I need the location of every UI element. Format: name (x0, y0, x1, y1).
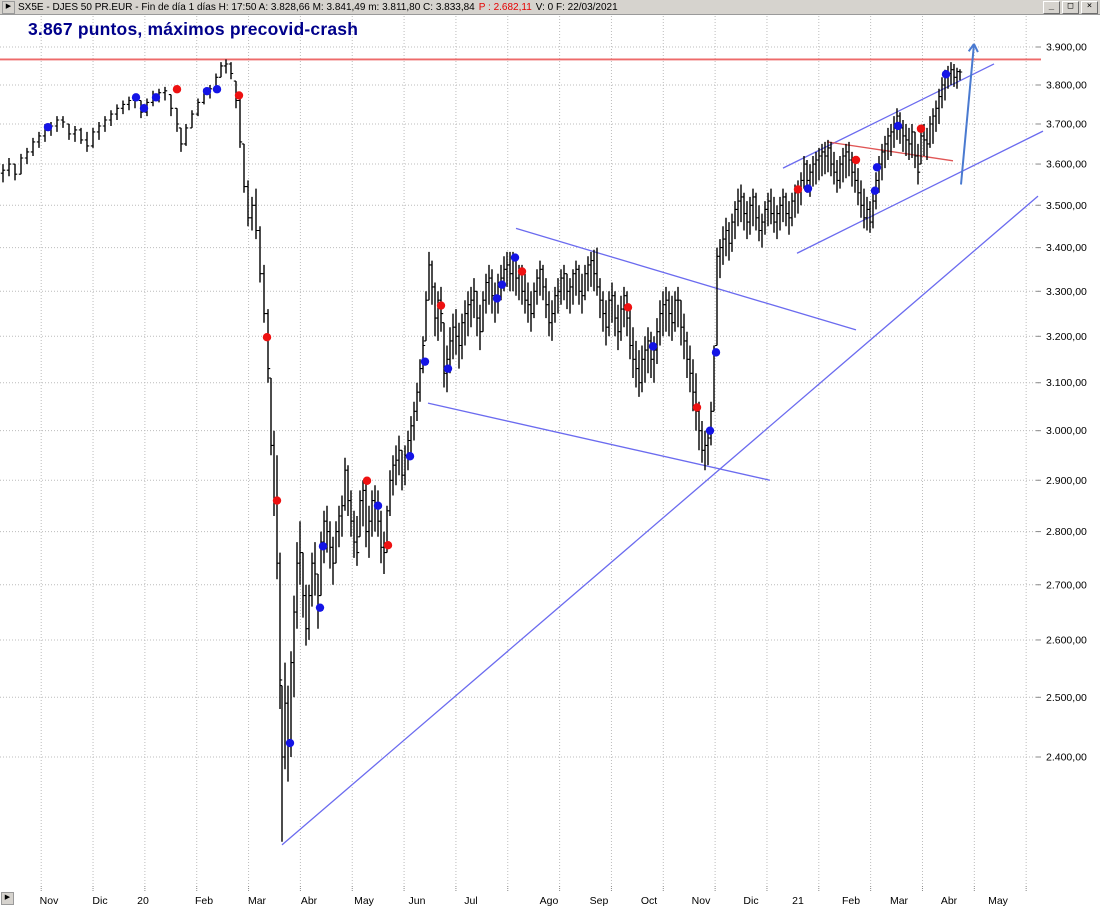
sell-signal-dot[interactable] (234, 91, 244, 100)
svg-text:3.500,00: 3.500,00 (1046, 200, 1087, 212)
buy-signal-dot[interactable] (648, 342, 658, 351)
svg-text:3.900,00: 3.900,00 (1046, 42, 1087, 54)
buy-signal-dot[interactable] (315, 603, 325, 612)
window-titlebar[interactable]: ▶ SX5E - DJES 50 PR.EUR - Fin de día 1 d… (0, 0, 1100, 15)
title-quote-p-value: P : 2.682,11 (478, 1, 532, 13)
svg-text:3.300,00: 3.300,00 (1046, 286, 1087, 298)
svg-text:Jul: Jul (464, 895, 477, 907)
buy-signal-dot[interactable] (803, 184, 813, 193)
sell-signal-dot[interactable] (851, 155, 861, 165)
svg-text:3.200,00: 3.200,00 (1046, 331, 1087, 343)
svg-text:21: 21 (792, 895, 804, 907)
y-axis-labels: 3.900,00 3.800,00 3.700,00 3.600,00 3.500,00… (1046, 42, 1087, 764)
sell-signal-dot[interactable] (793, 185, 803, 194)
buy-signal-dot[interactable] (420, 357, 430, 366)
trendline-summer-channel-upper[interactable] (515, 227, 857, 331)
window-controls: _ □ × (1043, 1, 1098, 14)
svg-text:3.800,00: 3.800,00 (1046, 79, 1087, 91)
minimize-button[interactable]: _ (1043, 1, 1060, 14)
chart-annotation: 3.867 puntos, máximos precovid-crash (28, 19, 359, 39)
svg-text:3.700,00: 3.700,00 (1046, 118, 1087, 130)
svg-text:Jun: Jun (409, 895, 426, 907)
buy-signal-dot[interactable] (405, 452, 415, 461)
svg-text:3.000,00: 3.000,00 (1046, 425, 1087, 437)
trendline-rising-channel-lower[interactable] (796, 130, 1044, 254)
svg-text:Ago: Ago (540, 895, 559, 907)
svg-text:Dic: Dic (743, 895, 758, 907)
sell-signal-dot[interactable] (362, 476, 372, 485)
trend-lines[interactable] (281, 63, 1044, 846)
trendline-summer-channel-lower[interactable] (427, 402, 771, 481)
trendline-rising-channel-upper[interactable] (782, 63, 995, 169)
svg-text:May: May (988, 895, 1009, 907)
buy-signal-dot[interactable] (43, 122, 53, 132)
svg-text:Mar: Mar (248, 895, 267, 907)
projection-arrow[interactable] (960, 43, 979, 185)
buy-signal-dot[interactable] (202, 86, 212, 96)
x-axis-labels: Nov Dic 20 Feb Mar Abr May Jun Jul Ago Sep Oct Nov Di… (40, 895, 1009, 907)
svg-text:3.100,00: 3.100,00 (1046, 377, 1087, 389)
svg-text:2.800,00: 2.800,00 (1046, 526, 1087, 538)
title-quote-main: SX5E - DJES 50 PR.EUR - Fin de día 1 día… (18, 1, 475, 13)
sell-signal-dot[interactable] (692, 403, 702, 412)
buy-signal-dot[interactable] (870, 186, 880, 195)
sell-signal-dot[interactable] (517, 267, 527, 276)
svg-text:Nov: Nov (40, 895, 59, 907)
svg-text:2.900,00: 2.900,00 (1046, 475, 1087, 487)
svg-text:2.600,00: 2.600,00 (1046, 634, 1087, 646)
trendline-minor-red-resistance[interactable] (826, 141, 954, 162)
buy-signal-dot[interactable] (872, 163, 882, 172)
svg-text:Mar: Mar (890, 895, 909, 907)
svg-text:2.400,00: 2.400,00 (1046, 752, 1087, 764)
svg-text:Abr: Abr (941, 895, 958, 907)
svg-text:20: 20 (137, 895, 149, 907)
svg-text:Feb: Feb (195, 895, 213, 907)
sell-signal-dot[interactable] (623, 303, 633, 312)
buy-signal-dot[interactable] (131, 93, 141, 102)
window-play-icon[interactable]: ▶ (2, 0, 15, 14)
buy-signal-dot[interactable] (497, 280, 507, 289)
sell-signal-dot[interactable] (172, 85, 182, 94)
maximize-button[interactable]: □ (1062, 1, 1079, 14)
buy-signal-dot[interactable] (318, 542, 328, 551)
buy-signal-dot[interactable] (492, 294, 502, 303)
buy-signal-dot[interactable] (212, 85, 222, 94)
sell-signal-dot[interactable] (272, 496, 282, 505)
buy-signal-dot[interactable] (893, 121, 903, 131)
svg-text:Oct: Oct (641, 895, 657, 907)
buy-signal-dot[interactable] (510, 253, 520, 262)
svg-text:Dic: Dic (92, 895, 107, 907)
buy-signal-dot[interactable] (139, 104, 149, 113)
svg-text:2.700,00: 2.700,00 (1046, 579, 1087, 591)
scroll-right-play-icon[interactable]: ▶ (1, 892, 14, 905)
buy-signal-dot[interactable] (443, 364, 453, 373)
buy-signal-dot[interactable] (711, 348, 721, 357)
close-button[interactable]: × (1081, 1, 1098, 14)
trendline-uptrend-from-covid-low[interactable] (281, 195, 1039, 846)
svg-text:Nov: Nov (692, 895, 711, 907)
buy-signal-dot[interactable] (285, 738, 295, 748)
sell-signal-dot[interactable] (916, 124, 926, 133)
ohlc-bar-bodies (2, 59, 961, 842)
buy-signal-dot[interactable] (151, 93, 161, 102)
svg-text:Abr: Abr (301, 895, 318, 907)
sell-signal-dot[interactable] (436, 301, 446, 310)
svg-text:3.600,00: 3.600,00 (1046, 159, 1087, 171)
ohlc-open-close-ticks (0, 63, 963, 758)
svg-text:May: May (354, 895, 375, 907)
svg-text:Sep: Sep (590, 895, 609, 907)
sell-signal-dot[interactable] (262, 333, 272, 342)
buy-signal-dot[interactable] (941, 70, 951, 79)
svg-text:Feb: Feb (842, 895, 860, 907)
title-quote-tail: V: 0 F: 22/03/2021 (535, 1, 618, 13)
svg-text:2.500,00: 2.500,00 (1046, 692, 1087, 704)
signal-dots (43, 70, 951, 748)
buy-signal-dot[interactable] (373, 501, 383, 510)
sell-signal-dot[interactable] (383, 541, 393, 550)
svg-text:3.400,00: 3.400,00 (1046, 242, 1087, 254)
buy-signal-dot[interactable] (705, 426, 715, 435)
